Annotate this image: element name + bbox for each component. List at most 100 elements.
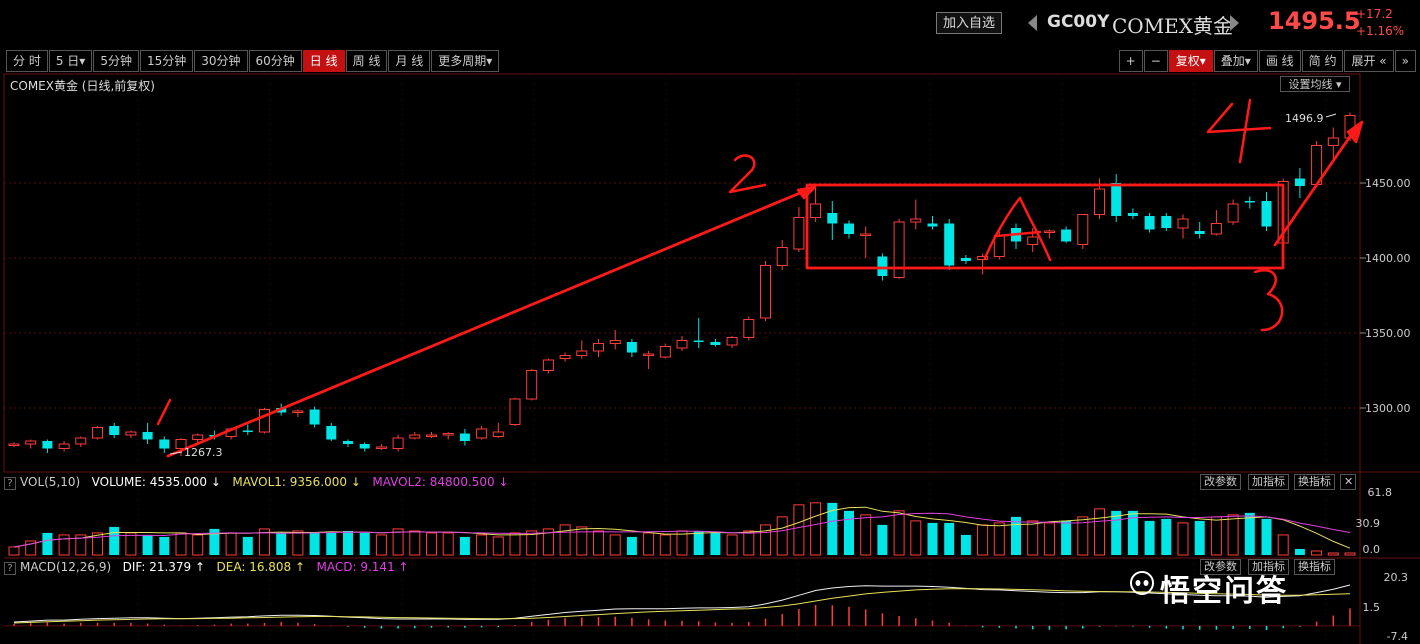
annotation-mark-2: [728, 154, 767, 194]
macd-help-icon[interactable]: ?: [4, 562, 16, 575]
candle-body-down: [142, 432, 153, 440]
candle-body-up: [259, 409, 270, 433]
volume-bar-down: [1161, 518, 1172, 555]
candle-body-down: [1194, 231, 1205, 234]
volume-bar-up: [1210, 516, 1222, 556]
volume-bar-up: [743, 530, 755, 556]
y-axis-tick-label: 1300.00: [1365, 402, 1411, 415]
volume-bar-up: [1094, 508, 1105, 556]
simple-mode-button[interactable]: 简 约: [1301, 50, 1344, 72]
volume-add-indicator-button[interactable]: 加指标: [1248, 474, 1289, 490]
candle-body-up: [1094, 188, 1105, 215]
overlay-dropdown[interactable]: 叠加▾: [1213, 50, 1258, 72]
candle-body-up: [659, 346, 671, 358]
period-weekly-tab[interactable]: 周 线: [345, 50, 388, 72]
candle-body-up: [409, 434, 421, 439]
volume-edit-params-button[interactable]: 改参数: [1200, 474, 1241, 490]
candle-body-down: [960, 258, 971, 261]
volume-help-icon[interactable]: ?: [4, 477, 16, 490]
volume-bar-up: [1077, 516, 1089, 556]
chart-title: COMEX黄金 (日线,前复权): [10, 79, 155, 93]
candle-body-down: [1061, 229, 1072, 242]
candle-body-up: [743, 319, 755, 338]
volume-close-icon[interactable]: ✕: [1340, 474, 1356, 490]
candle-body-up: [292, 410, 304, 413]
volume-bar-down: [1127, 510, 1138, 555]
quote-header: 加入自选 GC00Y COMEX黄金 1495.5 +17.2 +1.16%: [0, 0, 1420, 46]
volume-bar-down: [159, 536, 170, 555]
volume-bar-up: [1327, 552, 1339, 556]
change-percent: +1.16%: [1356, 24, 1405, 38]
volume-bar-up: [893, 510, 905, 556]
volume-bar-down: [960, 534, 971, 555]
zoom-in-button[interactable]: +: [1118, 50, 1143, 72]
annotation-mark-3: [1253, 269, 1284, 332]
main-panel-border: [3, 73, 1361, 473]
low-price-label: 1267.3: [184, 446, 223, 459]
dif-value: DIF: 21.379 ↑: [122, 560, 206, 574]
candle-body-up: [910, 218, 922, 223]
candle-body-up: [175, 439, 187, 449]
candle-body-up: [442, 433, 454, 436]
breakout-arrow-head: [1346, 120, 1364, 144]
period-15min-tab[interactable]: 15分钟: [139, 50, 194, 72]
draw-line-button[interactable]: 画 线: [1258, 50, 1301, 72]
volume-bar-down: [1294, 548, 1305, 555]
macd-edit-params-button[interactable]: 改参数: [1200, 559, 1241, 575]
zoom-out-button[interactable]: −: [1143, 50, 1168, 72]
period-5day-tab[interactable]: 5 日▾: [48, 50, 93, 72]
y-axis-tick-label: 1450.00: [1365, 177, 1411, 190]
volume-bar-up: [1043, 522, 1055, 556]
macd-switch-indicator-button[interactable]: 换指标: [1294, 559, 1335, 575]
volume-bar-up: [1311, 550, 1323, 556]
macd-axis-label-top: 20.3: [1384, 571, 1409, 584]
volume-bar-up: [1227, 514, 1239, 556]
next-symbol-icon[interactable]: [1230, 15, 1239, 31]
candle-body-up: [860, 233, 872, 236]
consolidation-box: [805, 183, 1285, 270]
add-to-watchlist-button[interactable]: 加入自选: [936, 12, 1002, 34]
volume-bar-down: [42, 532, 53, 555]
period-intraday-tab[interactable]: 分 时: [6, 50, 48, 72]
candle-body-down: [1127, 213, 1138, 216]
candle-body-up: [810, 203, 822, 218]
macd-add-indicator-button[interactable]: 加指标: [1248, 559, 1289, 575]
volume-bar-up: [375, 534, 387, 556]
candle-body-up: [125, 431, 137, 436]
period-60min-tab[interactable]: 60分钟: [248, 50, 302, 72]
volume-bar-up: [643, 532, 655, 556]
candle-body-down: [944, 223, 955, 266]
candle-body-down: [927, 223, 938, 227]
period-30min-tab[interactable]: 30分钟: [194, 50, 248, 72]
candle-body-down: [459, 433, 470, 441]
expand-button[interactable]: 展开 «: [1344, 50, 1394, 72]
chart-toolbar: + − 复权▾ 叠加▾ 画 线 简 约 展开 « »: [1118, 50, 1416, 72]
volume-bar-down: [343, 530, 353, 555]
period-daily-tab[interactable]: 日 线: [302, 50, 345, 72]
volume-bar-up: [593, 530, 604, 556]
candle-body-up: [643, 353, 655, 356]
collapse-button[interactable]: »: [1394, 50, 1416, 72]
volume-switch-indicator-button[interactable]: 换指标: [1294, 474, 1335, 490]
period-5min-tab[interactable]: 5分钟: [93, 50, 139, 72]
volume-bar-up: [1277, 534, 1289, 556]
volume-bar-down: [693, 530, 704, 555]
candle-body-down: [1161, 216, 1172, 228]
volume-bar-down: [944, 522, 955, 555]
volume-bar-down: [242, 536, 253, 555]
period-more-dropdown[interactable]: 更多周期▾: [431, 50, 500, 72]
set-moving-average-button[interactable]: 设置均线 ▾: [1280, 76, 1350, 92]
volume-bar-up: [576, 526, 588, 556]
candle-body-up: [426, 434, 437, 437]
dea-line: [13, 588, 1351, 624]
adjust-dropdown[interactable]: 复权▾: [1168, 50, 1213, 72]
candle-body-down: [242, 430, 253, 432]
candle-body-up: [576, 350, 588, 356]
prev-symbol-icon[interactable]: [1028, 15, 1037, 31]
volume-bar-up: [8, 546, 20, 556]
annotation-mark-4: [1206, 98, 1272, 164]
period-monthly-tab[interactable]: 月 线: [388, 50, 431, 72]
macd-axis-label-bottom: -7.4: [1387, 630, 1408, 643]
candle-body-down: [309, 409, 320, 425]
candle-body-down: [1294, 178, 1305, 186]
